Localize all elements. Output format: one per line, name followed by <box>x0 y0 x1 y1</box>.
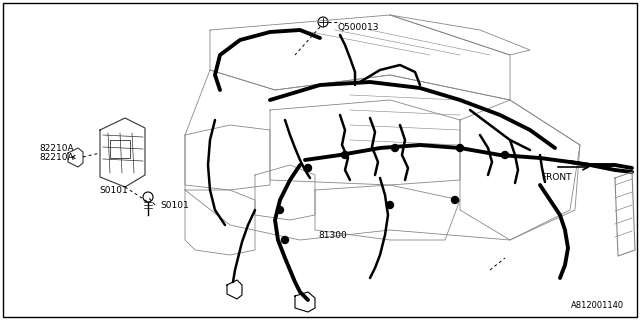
Circle shape <box>392 145 399 151</box>
Text: 82210A: 82210A <box>40 144 74 153</box>
Circle shape <box>387 202 394 209</box>
Text: S0101: S0101 <box>160 201 189 210</box>
Text: 81300: 81300 <box>319 231 348 240</box>
Text: S0101: S0101 <box>99 186 128 195</box>
Text: 82210A: 82210A <box>39 153 74 162</box>
Text: Q500013: Q500013 <box>338 23 380 32</box>
Circle shape <box>456 145 463 151</box>
Text: A812001140: A812001140 <box>571 301 624 310</box>
Circle shape <box>305 164 312 172</box>
Circle shape <box>282 236 289 244</box>
Circle shape <box>502 151 509 158</box>
Text: FRONT: FRONT <box>541 173 572 182</box>
Circle shape <box>276 206 284 213</box>
Circle shape <box>451 196 458 204</box>
Circle shape <box>342 151 349 158</box>
